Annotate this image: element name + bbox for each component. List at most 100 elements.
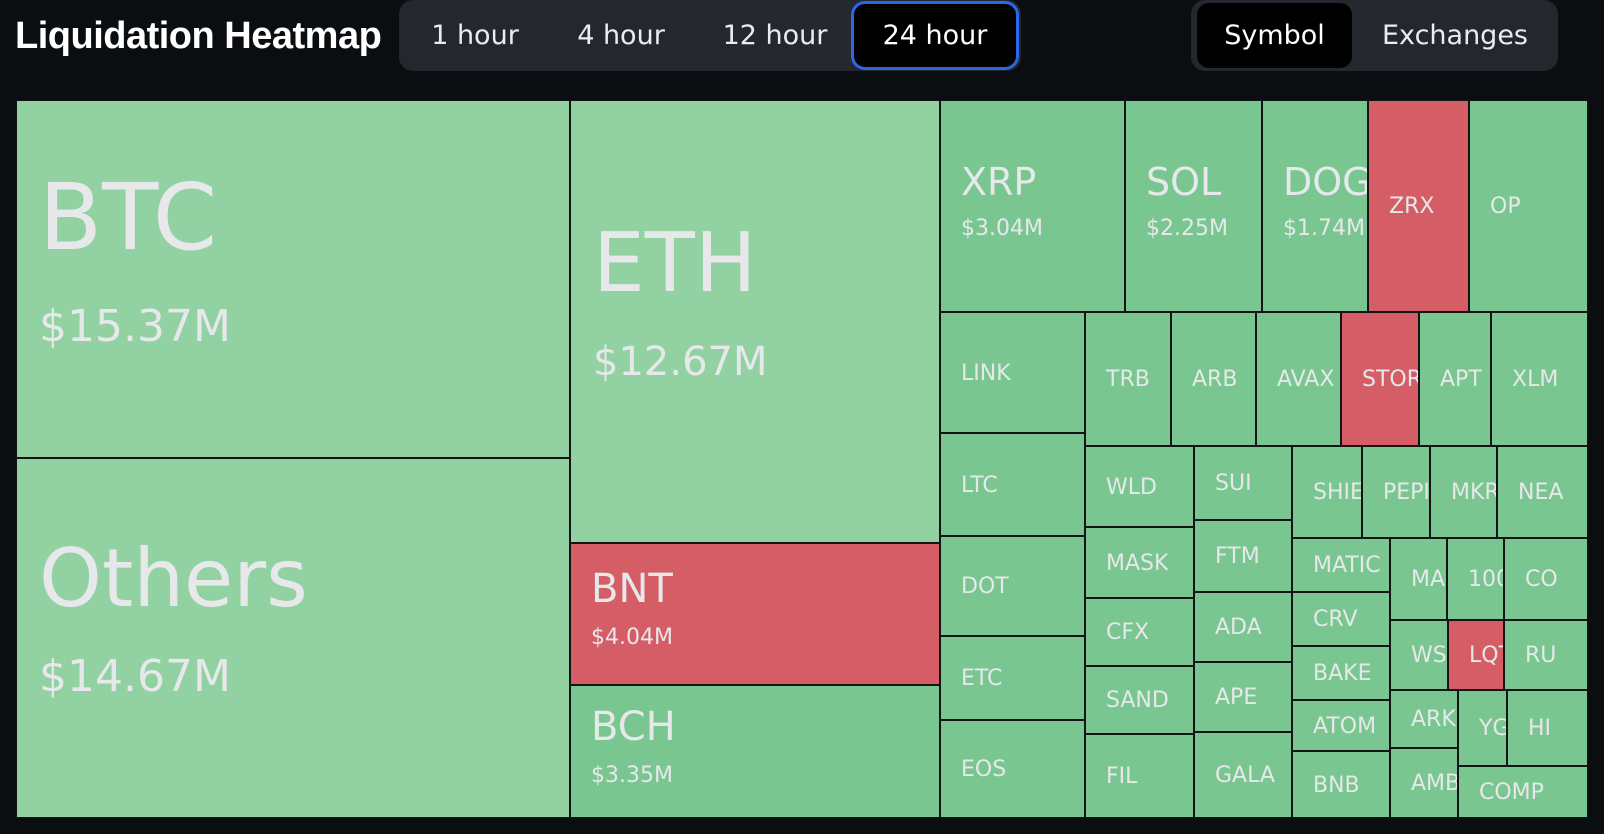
- tile-bnt[interactable]: BNT $4.04M: [570, 543, 940, 685]
- tile-symbol: LINK: [961, 361, 1011, 386]
- timeframe-selector: 1 hour 4 hour 12 hour 24 hour: [399, 0, 1021, 71]
- tile-co[interactable]: CO: [1504, 538, 1588, 620]
- tile-symbol: EOS: [961, 757, 1007, 782]
- tile-symbol: YG: [1479, 716, 1507, 741]
- tile-mask[interactable]: MASK: [1085, 527, 1194, 598]
- tile-ma[interactable]: MA: [1390, 538, 1447, 620]
- tile-100[interactable]: 100: [1447, 538, 1504, 620]
- tile-symbol: BAKE: [1313, 661, 1372, 686]
- tile-sand[interactable]: SAND: [1085, 666, 1194, 734]
- exchanges-view-button[interactable]: Exchanges: [1382, 20, 1528, 51]
- tile-btc[interactable]: BTC $15.37M: [16, 100, 570, 458]
- tile-pepi[interactable]: PEPI: [1362, 446, 1430, 538]
- tile-symbol: DOG: [1283, 160, 1368, 204]
- tile-trb[interactable]: TRB: [1085, 312, 1171, 446]
- tile-link[interactable]: LINK: [940, 312, 1085, 433]
- tile-etc[interactable]: ETC: [940, 636, 1085, 720]
- tile-wld[interactable]: WLD: [1085, 446, 1194, 527]
- tile-symbol: LQT: [1469, 643, 1503, 668]
- tile-xlm[interactable]: XLM: [1491, 312, 1588, 446]
- tile-symbol: APT: [1440, 367, 1482, 392]
- tile-stor[interactable]: STOR: [1341, 312, 1419, 446]
- tile-symbol: MKR: [1451, 480, 1497, 505]
- symbol-view-button[interactable]: Symbol: [1197, 3, 1352, 68]
- tile-xrp[interactable]: XRP $3.04M: [940, 100, 1125, 312]
- tile-shie[interactable]: SHIE: [1292, 446, 1362, 538]
- tile-ws[interactable]: WS: [1390, 620, 1448, 690]
- tile-ada[interactable]: ADA: [1194, 592, 1292, 662]
- tile-eth[interactable]: ETH $12.67M: [570, 100, 940, 543]
- tile-symbol: SHIE: [1313, 480, 1362, 505]
- tile-symbol: FTM: [1215, 544, 1260, 569]
- tile-sui[interactable]: SUI: [1194, 446, 1292, 520]
- tile-avax[interactable]: AVAX: [1256, 312, 1341, 446]
- tile-op[interactable]: OP: [1469, 100, 1588, 312]
- tile-symbol: CRV: [1313, 607, 1358, 632]
- timeframe-4h-button[interactable]: 4 hour: [577, 20, 665, 51]
- tile-symbol: ETC: [961, 666, 1003, 691]
- tile-value: $15.37M: [39, 301, 231, 352]
- tile-mkr[interactable]: MKR: [1430, 446, 1497, 538]
- tile-symbol: SAND: [1106, 688, 1169, 713]
- tile-lqt[interactable]: LQT: [1448, 620, 1504, 690]
- tile-gala[interactable]: GALA: [1194, 732, 1292, 818]
- tile-yg[interactable]: YG: [1458, 690, 1507, 766]
- tile-symbol: WLD: [1106, 475, 1157, 500]
- tile-hi[interactable]: HI: [1507, 690, 1588, 766]
- tile-comp[interactable]: COMP: [1458, 766, 1588, 818]
- tile-amb[interactable]: AMB: [1390, 748, 1458, 818]
- tile-ark[interactable]: ARK: [1390, 690, 1458, 748]
- tile-symbol: STOR: [1362, 367, 1419, 392]
- tile-dot[interactable]: DOT: [940, 536, 1085, 636]
- timeframe-24h-button[interactable]: 24 hour: [851, 1, 1019, 70]
- tile-bnb[interactable]: BNB: [1292, 751, 1390, 818]
- tile-bake[interactable]: BAKE: [1292, 646, 1390, 700]
- tile-symbol: COMP: [1479, 780, 1544, 805]
- tile-bch[interactable]: BCH $3.35M: [570, 685, 940, 818]
- tile-cfx[interactable]: CFX: [1085, 598, 1194, 666]
- tile-crv[interactable]: CRV: [1292, 592, 1390, 646]
- tile-symbol: SUI: [1215, 471, 1252, 496]
- tile-symbol: PEPI: [1383, 480, 1430, 505]
- tile-arb[interactable]: ARB: [1171, 312, 1256, 446]
- tile-matic[interactable]: MATIC: [1292, 538, 1390, 592]
- tile-symbol: WS: [1411, 643, 1447, 668]
- tile-symbol: BTC: [39, 164, 218, 271]
- header: Liquidation Heatmap 1 hour 4 hour 12 hou…: [0, 0, 1604, 90]
- tile-symbol: BNB: [1313, 773, 1360, 798]
- tile-symbol: ETH: [593, 216, 757, 311]
- tile-zrx[interactable]: ZRX: [1368, 100, 1469, 312]
- tile-others[interactable]: Others $14.67M: [16, 458, 570, 818]
- tile-symbol: SOL: [1146, 160, 1222, 204]
- tile-symbol: APE: [1215, 685, 1258, 710]
- tile-symbol: Others: [39, 532, 308, 625]
- tile-fil[interactable]: FIL: [1085, 734, 1194, 818]
- tile-symbol: FIL: [1106, 764, 1138, 789]
- tile-symbol: XLM: [1512, 367, 1559, 392]
- tile-nea[interactable]: NEA: [1497, 446, 1588, 538]
- tile-dog[interactable]: DOG $1.74M: [1262, 100, 1368, 312]
- tile-symbol: TRB: [1106, 367, 1150, 392]
- tile-symbol: MA: [1411, 567, 1446, 592]
- tile-eos[interactable]: EOS: [940, 720, 1085, 818]
- tile-value: $12.67M: [593, 339, 768, 385]
- tile-ape[interactable]: APE: [1194, 662, 1292, 732]
- tile-symbol: ARK: [1411, 707, 1456, 732]
- tile-symbol: AMB: [1411, 771, 1458, 796]
- tile-symbol: XRP: [961, 160, 1037, 204]
- tile-ltc[interactable]: LTC: [940, 433, 1085, 536]
- tile-value: $2.25M: [1146, 216, 1228, 241]
- tile-value: $4.04M: [591, 625, 673, 650]
- tile-ru[interactable]: RU: [1504, 620, 1588, 690]
- tile-atom[interactable]: ATOM: [1292, 700, 1390, 751]
- page-title: Liquidation Heatmap: [15, 15, 382, 57]
- tile-symbol: RU: [1525, 643, 1557, 668]
- tile-sol[interactable]: SOL $2.25M: [1125, 100, 1262, 312]
- tile-value: $1.74M: [1283, 216, 1365, 241]
- timeframe-1h-button[interactable]: 1 hour: [431, 20, 519, 51]
- tile-symbol: ATOM: [1313, 714, 1377, 739]
- tile-ftm[interactable]: FTM: [1194, 520, 1292, 592]
- tile-symbol: ZRX: [1389, 194, 1435, 219]
- timeframe-12h-button[interactable]: 12 hour: [722, 20, 828, 51]
- tile-apt[interactable]: APT: [1419, 312, 1491, 446]
